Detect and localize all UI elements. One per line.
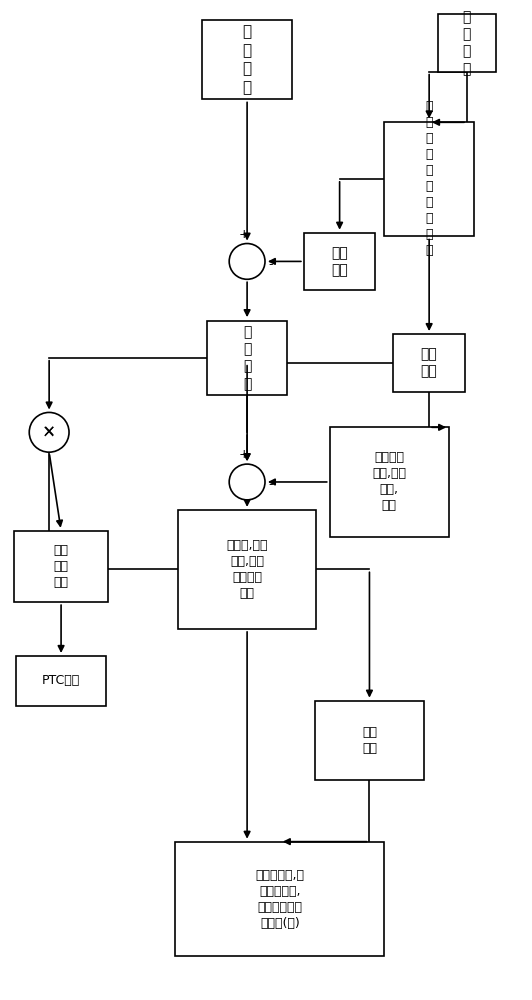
Bar bbox=[304, 233, 376, 290]
Text: 控
制
策
略: 控 制 策 略 bbox=[243, 325, 251, 391]
Bar bbox=[385, 122, 474, 236]
Bar bbox=[14, 531, 109, 602]
Circle shape bbox=[229, 244, 265, 279]
Text: ×: × bbox=[42, 423, 56, 441]
Bar bbox=[315, 701, 424, 780]
Text: 电
堆
温
度: 电 堆 温 度 bbox=[463, 10, 471, 76]
Bar bbox=[207, 321, 287, 395]
Text: 电堆
模拟
电源: 电堆 模拟 电源 bbox=[54, 544, 69, 589]
Bar bbox=[438, 14, 496, 72]
Bar bbox=[178, 510, 315, 629]
Text: +: + bbox=[239, 448, 250, 461]
Text: 输出比较器,闭
环控制输出,
调节电流来实
现稳定(了): 输出比较器,闭 环控制输出, 调节电流来实 现稳定(了) bbox=[255, 869, 304, 930]
Bar bbox=[16, 656, 106, 706]
Text: 目标
电流: 目标 电流 bbox=[421, 347, 437, 378]
Bar bbox=[202, 20, 292, 99]
Circle shape bbox=[229, 464, 265, 500]
Text: -: - bbox=[268, 258, 272, 271]
Bar bbox=[330, 427, 449, 537]
Text: 发
频
电
压: 发 频 电 压 bbox=[243, 24, 252, 95]
Text: -: - bbox=[268, 478, 272, 491]
Text: PTC加热: PTC加热 bbox=[42, 674, 80, 687]
Text: 目
标
发
电
电
流
计
算
模
块: 目 标 发 电 电 流 计 算 模 块 bbox=[426, 100, 433, 257]
Text: 变压比,变频
控制,反馈
三相输出
电压: 变压比,变频 控制,反馈 三相输出 电压 bbox=[226, 539, 268, 600]
Text: +: + bbox=[239, 228, 250, 241]
Text: 目标
电流: 目标 电流 bbox=[331, 246, 348, 277]
Bar bbox=[393, 334, 465, 392]
Text: 圆圈
标注: 圆圈 标注 bbox=[362, 726, 377, 755]
Text: ×: × bbox=[43, 425, 55, 440]
Circle shape bbox=[29, 412, 69, 452]
Text: 在线修正
电压,电流
预测,
补偿: 在线修正 电压,电流 预测, 补偿 bbox=[372, 451, 406, 512]
Bar bbox=[176, 842, 385, 956]
